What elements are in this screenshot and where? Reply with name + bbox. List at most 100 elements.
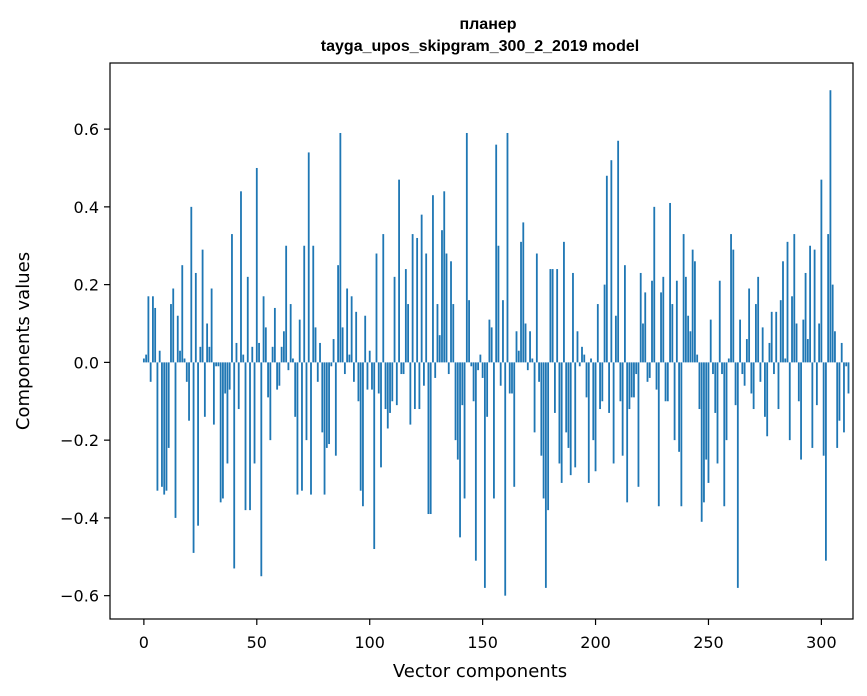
bar-167 bbox=[520, 241, 522, 363]
bar-165 bbox=[515, 331, 518, 363]
bar-58 bbox=[273, 307, 276, 363]
bar-271 bbox=[754, 304, 757, 363]
plot-frame bbox=[109, 62, 854, 620]
bar-217 bbox=[633, 362, 635, 398]
bar-256 bbox=[721, 362, 723, 375]
bar-44 bbox=[242, 354, 245, 363]
bar-49 bbox=[253, 362, 256, 464]
bar-173 bbox=[533, 362, 536, 433]
bar-308 bbox=[838, 362, 841, 421]
bar-303 bbox=[827, 234, 830, 363]
chart-title-line-1: планер bbox=[459, 16, 516, 33]
bar-74 bbox=[310, 362, 312, 495]
bar-16 bbox=[179, 350, 181, 363]
bar-20 bbox=[188, 362, 190, 421]
bar-230 bbox=[662, 276, 665, 363]
bar-257 bbox=[723, 362, 726, 507]
bar-229 bbox=[660, 292, 662, 363]
bar-171 bbox=[529, 331, 531, 363]
bar-56 bbox=[269, 362, 272, 441]
bar-111 bbox=[393, 276, 396, 363]
bar-260 bbox=[730, 234, 732, 363]
bar-215 bbox=[628, 362, 631, 410]
bar-140 bbox=[459, 362, 461, 538]
bar-67 bbox=[294, 362, 297, 417]
bar-170 bbox=[526, 362, 529, 371]
bar-99 bbox=[366, 362, 369, 390]
bar-82 bbox=[328, 362, 330, 445]
bar-199 bbox=[592, 362, 595, 441]
bar-43 bbox=[240, 191, 242, 363]
bar-78 bbox=[319, 342, 321, 363]
bar-52 bbox=[260, 362, 263, 577]
bar-201 bbox=[596, 304, 599, 363]
bar-289 bbox=[795, 323, 798, 363]
bar-168 bbox=[522, 222, 525, 363]
bar-86 bbox=[337, 265, 339, 363]
x-axis-ticks: 0 50 100 150 200 250 300 bbox=[139, 619, 837, 652]
bar-273 bbox=[759, 362, 762, 382]
bar-115 bbox=[402, 362, 405, 375]
bar-112 bbox=[395, 362, 398, 406]
bar-244 bbox=[694, 261, 696, 363]
bar-45 bbox=[244, 362, 247, 511]
bar-178 bbox=[544, 362, 547, 588]
bar-210 bbox=[617, 140, 620, 363]
bar-227 bbox=[655, 362, 658, 390]
bar-179 bbox=[547, 362, 550, 511]
bar-19 bbox=[185, 362, 188, 382]
bar-241 bbox=[687, 315, 690, 363]
bar-310 bbox=[843, 362, 845, 433]
bar-235 bbox=[673, 362, 676, 441]
bar-61 bbox=[280, 346, 283, 363]
bar-175 bbox=[538, 362, 540, 382]
bar-281 bbox=[777, 362, 780, 410]
bar-216 bbox=[630, 362, 633, 398]
bar-79 bbox=[321, 362, 324, 433]
bar-3 bbox=[149, 362, 152, 382]
bar-108 bbox=[386, 362, 389, 429]
bar-183 bbox=[556, 269, 559, 363]
bar-122 bbox=[418, 362, 421, 410]
bar-263 bbox=[736, 362, 739, 588]
bar-28 bbox=[206, 323, 209, 363]
bar-53 bbox=[262, 296, 265, 363]
bar-132 bbox=[441, 230, 443, 363]
bar-14 bbox=[174, 362, 177, 518]
bar-24 bbox=[197, 362, 199, 526]
bar-177 bbox=[542, 362, 545, 499]
bar-245 bbox=[696, 354, 699, 363]
bar-125 bbox=[425, 253, 428, 363]
bar-109 bbox=[389, 362, 391, 413]
bar-224 bbox=[648, 362, 651, 378]
bar-124 bbox=[423, 362, 425, 386]
bar-12 bbox=[170, 304, 172, 363]
bar-251 bbox=[709, 319, 712, 363]
y-axis-label: Components values bbox=[13, 252, 34, 430]
bar-46 bbox=[246, 276, 249, 363]
bar-136 bbox=[450, 261, 452, 363]
bar-278 bbox=[770, 311, 773, 363]
bar-300 bbox=[820, 179, 823, 363]
x-tick-label-1: 50 bbox=[247, 633, 267, 652]
bar-142 bbox=[463, 362, 466, 499]
bar-197 bbox=[587, 362, 590, 483]
bar-29 bbox=[208, 346, 211, 363]
y-axis-ticks: −0.6 −0.4 −0.2 0.0 0.2 0.4 0.6 bbox=[60, 120, 110, 606]
bar-150 bbox=[481, 362, 484, 378]
bar-135 bbox=[447, 362, 450, 375]
bar-191 bbox=[574, 362, 577, 468]
bar-57 bbox=[271, 346, 274, 363]
bar-91 bbox=[348, 354, 351, 363]
bar-222 bbox=[644, 292, 647, 363]
bar-154 bbox=[490, 327, 493, 363]
bar-159 bbox=[502, 300, 504, 363]
bar-266 bbox=[743, 362, 746, 386]
bar-205 bbox=[605, 175, 608, 363]
y-tick-label-0: −0.6 bbox=[60, 587, 99, 606]
bar-182 bbox=[553, 362, 556, 413]
x-tick-label-3: 150 bbox=[467, 633, 498, 652]
bar-207 bbox=[610, 160, 613, 363]
bar-107 bbox=[384, 362, 387, 410]
